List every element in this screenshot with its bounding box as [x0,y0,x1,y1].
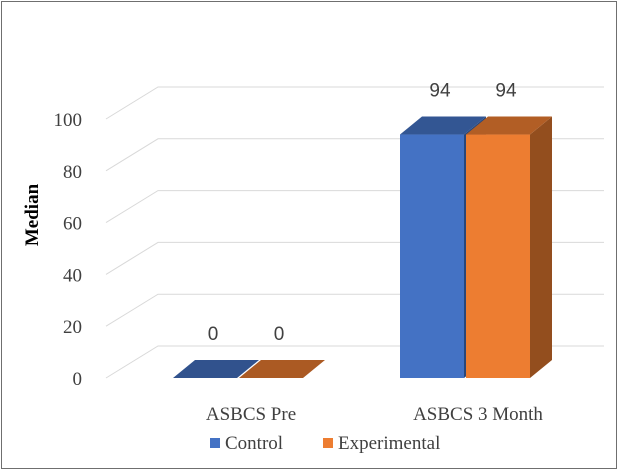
legend-label: Control [225,433,283,454]
y-tick-label: 20 [63,317,82,338]
bar-top [173,360,259,378]
legend-label: Experimental [338,433,440,454]
data-label: 94 [429,81,451,102]
bar-experimental-1 [466,116,552,378]
y-tick-label: 80 [63,162,82,183]
data-label: 94 [495,81,517,102]
legend: Control Experimental [210,433,440,454]
x-axis-categories: ASBCS Pre ASBCS 3 Month [206,404,544,425]
data-label: 0 [208,324,219,345]
y-tick-label: 60 [63,214,82,235]
data-labels: 0 0 94 94 [208,81,517,345]
bar-top [239,360,325,378]
y-axis-label: Median [22,183,43,246]
bar-front [400,134,464,378]
y-tick-label: 40 [63,265,82,286]
legend-item-experimental: Experimental [323,433,440,454]
bars [173,116,552,378]
legend-swatch [210,438,220,448]
category-label: ASBCS Pre [206,404,296,425]
category-label: ASBCS 3 Month [413,404,543,425]
bar-control-0 [173,360,259,378]
y-tick-label: 100 [54,110,83,131]
bar-experimental-0 [239,360,325,378]
legend-swatch [323,438,333,448]
bar-side [530,116,552,378]
gridline [105,86,604,120]
y-tick-label: 0 [73,369,83,390]
bar-top [400,116,486,135]
legend-item-control: Control [210,433,283,454]
data-label: 0 [274,324,285,345]
bar-top [466,116,552,135]
bar-front [466,134,530,378]
y-axis-ticks: 0 20 40 60 80 100 [54,110,83,390]
